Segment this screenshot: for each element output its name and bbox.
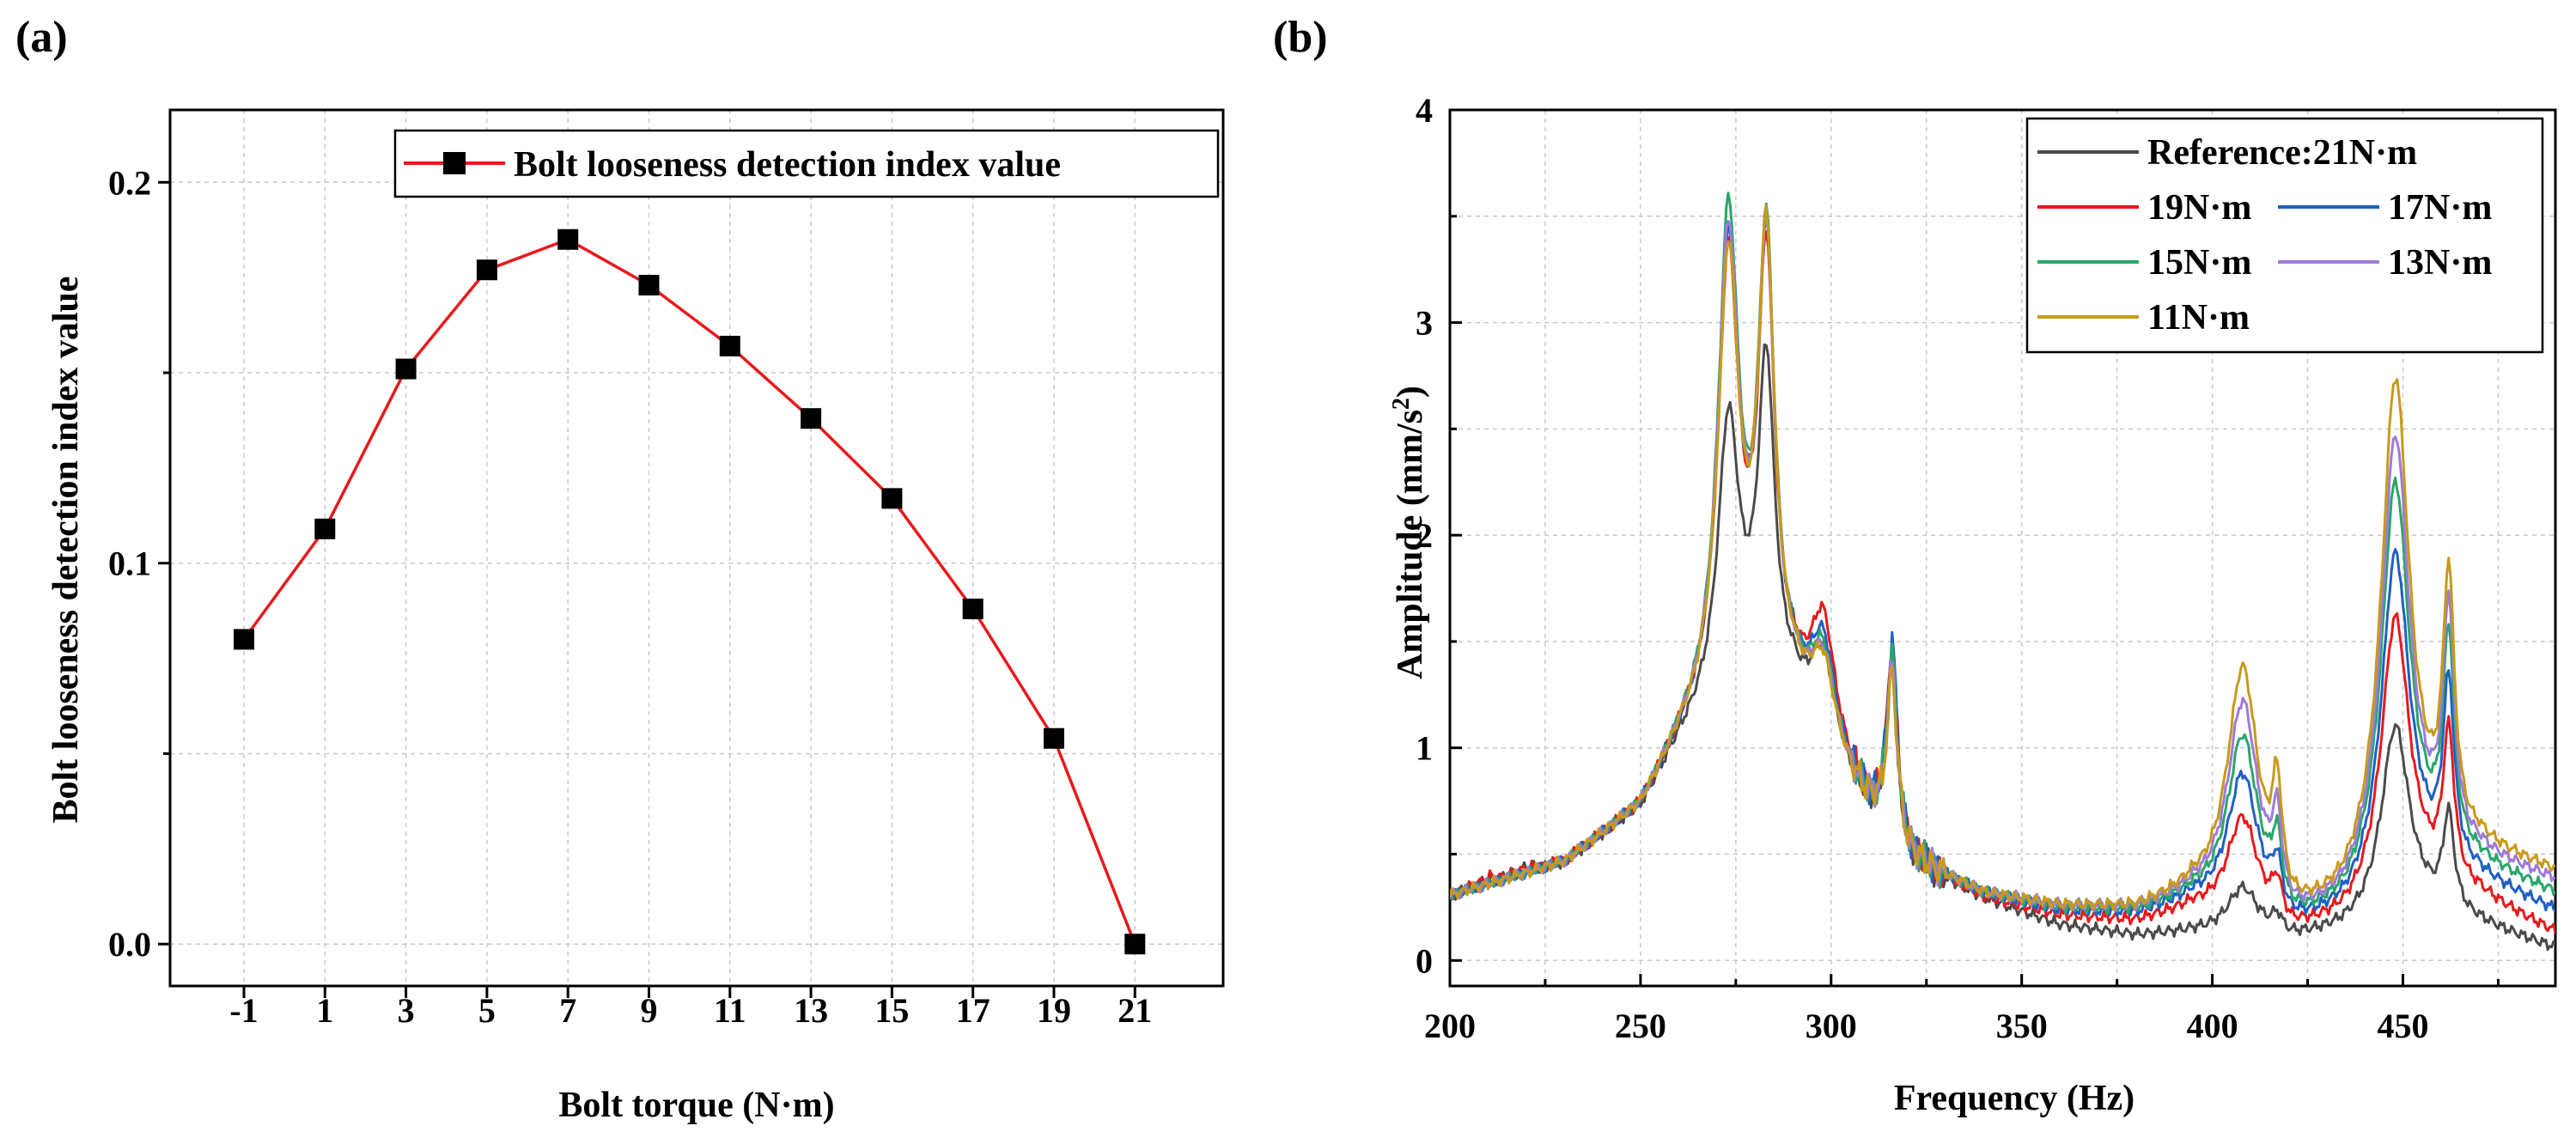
panel-a-legend: Bolt looseness detection index value (393, 129, 1220, 198)
panel-b-legend-label: 17N·m (2388, 188, 2492, 228)
panel-a-data-point (234, 629, 254, 650)
panel-b-series-line (1450, 204, 2555, 911)
panel-b-y-axis-label-close: ) (1391, 386, 1430, 398)
panel-a-data-point (801, 408, 822, 429)
panel-a-data-point (1044, 727, 1064, 749)
panel-a-x-tick-label: 17 (956, 991, 990, 1030)
panel-b-x-tick-label: 250 (1615, 1007, 1666, 1045)
panel-a-frame (168, 108, 1225, 988)
panel-a-series-line (242, 238, 1136, 945)
panel-b-frame (1448, 108, 2557, 988)
panel-b-y-tick-label: 4 (1416, 91, 1433, 130)
panel-a-data-point (638, 275, 660, 295)
panel-a-y-axis-label: Bolt looseness detection index value (46, 277, 86, 824)
panel-b-y-axis-label-main: Amplitude (mm/s (1391, 410, 1430, 679)
panel-a-data-point (557, 228, 579, 250)
panel-b-legend-label: 11N·m (2147, 298, 2250, 338)
panel-b-label: (b) (1273, 13, 1328, 62)
panel-a-label: (a) (15, 13, 68, 62)
panel-a-x-tick-label: 11 (714, 991, 746, 1030)
panel-a: (a) -1 1 3 5 7 9 11 13 15 17 19 210.00.10.2 Bolt lo… (15, 13, 1225, 1125)
panel-a-y-tick-label: 0.2 (108, 163, 151, 202)
panel-a-data-point (962, 598, 984, 619)
panel-b-x-tick-label: 300 (1806, 1007, 1857, 1045)
panel-a-x-tick-label: 7 (559, 991, 576, 1030)
panel-b-legend-label: 19N·m (2147, 188, 2251, 228)
panel-a-x-tick-label: 5 (478, 991, 496, 1030)
panel-a-x-tick-label: -1 (229, 991, 258, 1030)
panel-a-x-axis-label: Bolt torque (N·m) (558, 1086, 834, 1125)
panel-b-y-axis-label-superscript: 2 (1388, 398, 1415, 410)
panel-a-data-point (395, 358, 417, 380)
panel-a-tick-labels: -1 1 3 5 7 9 11 13 15 17 19 210.00.10.2 (108, 163, 1152, 1030)
panel-b-series-line (1450, 192, 2555, 916)
panel-a-x-tick-label: 19 (1037, 991, 1071, 1030)
panel-a-x-tick-label: 21 (1117, 991, 1152, 1030)
panel-a-axes (168, 108, 1225, 988)
panel-a-x-tick-label: 1 (316, 991, 333, 1030)
panel-a-data-point (476, 259, 497, 281)
panel-b-x-tick-label: 350 (1996, 1007, 2048, 1045)
panel-b-legend: Reference:21N·m 19N·m 17N·m 15N·m 13N·m 11N·m (2025, 117, 2544, 354)
panel-b-axes (1448, 108, 2557, 988)
panel-b-legend-label: 13N·m (2388, 243, 2492, 283)
panel-a-y-tick-label: 0.0 (108, 925, 151, 964)
panel-a-data-point (719, 335, 740, 356)
panel-a-grid (170, 110, 1223, 986)
panel-b-x-tick-label: 400 (2187, 1007, 2238, 1045)
panel-a-y-tick-label: 0.1 (108, 545, 151, 583)
panel-a-legend-box (393, 129, 1220, 198)
panel-b-x-tick-label: 200 (1424, 1007, 1476, 1045)
panel-b-legend-label: Reference:21N·m (2147, 133, 2417, 173)
panel-a-series (234, 228, 1146, 955)
panel-b-y-axis-label: Amplitude (mm/s2) (1388, 386, 1431, 679)
panel-b-y-tick-label: 1 (1416, 729, 1433, 768)
panel-b: (b) 200 250 300 350 400 450 0 1 2 3 4 Reference:21… (1273, 13, 2557, 1118)
panel-a-x-tick-label: 9 (641, 991, 658, 1030)
panel-b-tick-labels: 200 250 300 350 400 450 0 1 2 3 4 (1416, 91, 2500, 1045)
panel-b-y-tick-label: 2 (1416, 516, 1433, 555)
panel-a-data-point (881, 488, 903, 509)
panel-b-y-tick-label: 3 (1416, 304, 1433, 343)
panel-b-x-tick-label: 450 (2377, 1007, 2428, 1045)
panel-b-series (1450, 192, 2555, 952)
panel-b-y-tick-label: 0 (1416, 941, 1433, 980)
panel-a-legend-label: Bolt looseness detection index value (514, 145, 1061, 185)
panel-a-legend-marker (443, 152, 466, 174)
panel-a-data-point (1124, 934, 1146, 955)
panel-b-legend-box (2025, 117, 2544, 354)
panel-a-x-tick-label: 15 (874, 991, 909, 1030)
panel-a-x-tick-label: 13 (794, 991, 828, 1030)
panel-b-legend-label: 15N·m (2147, 243, 2251, 283)
panel-a-data-point (314, 518, 336, 539)
panel-b-x-axis-label: Frequency (Hz) (1894, 1079, 2134, 1118)
panel-a-x-tick-label: 3 (398, 991, 415, 1030)
